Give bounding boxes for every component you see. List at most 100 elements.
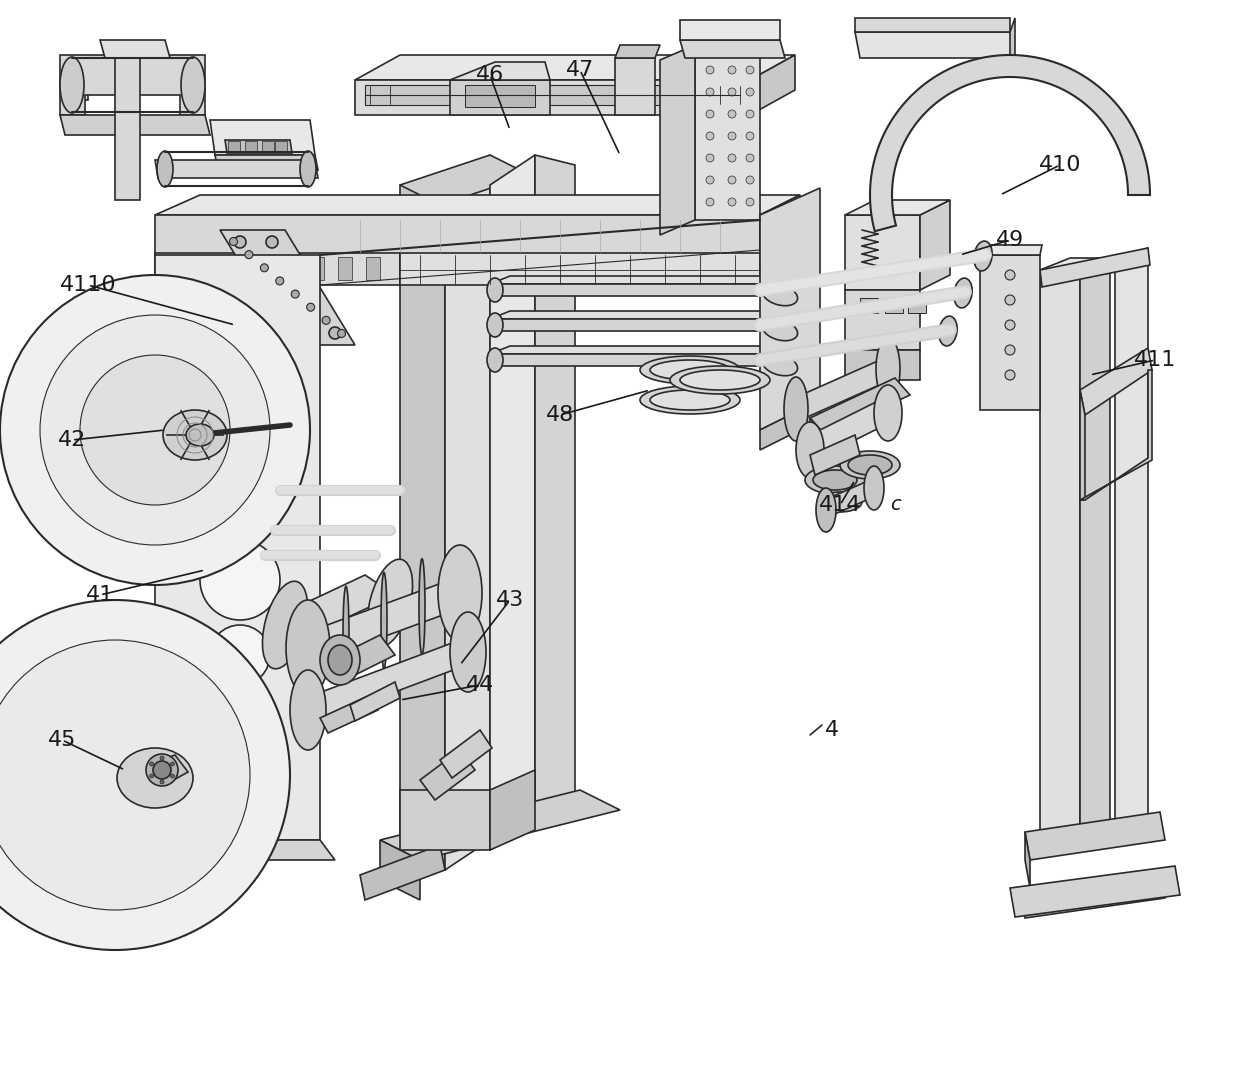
Polygon shape — [615, 45, 660, 58]
Ellipse shape — [763, 354, 797, 376]
Circle shape — [260, 430, 280, 450]
Polygon shape — [1040, 248, 1149, 287]
Circle shape — [746, 176, 754, 184]
Polygon shape — [844, 290, 920, 350]
Circle shape — [1004, 345, 1016, 355]
Ellipse shape — [939, 316, 957, 346]
Circle shape — [746, 110, 754, 118]
Circle shape — [40, 315, 270, 545]
Circle shape — [160, 780, 164, 784]
Bar — [908, 297, 926, 313]
Bar — [885, 297, 903, 313]
Polygon shape — [490, 346, 780, 354]
Ellipse shape — [768, 344, 782, 368]
Circle shape — [200, 540, 280, 620]
Polygon shape — [155, 255, 320, 840]
Polygon shape — [1011, 18, 1016, 58]
Circle shape — [1004, 270, 1016, 280]
Ellipse shape — [680, 371, 760, 390]
Polygon shape — [980, 255, 1040, 410]
Polygon shape — [1080, 390, 1085, 500]
Circle shape — [153, 761, 171, 779]
Ellipse shape — [450, 612, 486, 692]
Circle shape — [728, 198, 737, 206]
Bar — [275, 141, 286, 151]
Circle shape — [260, 340, 280, 360]
Polygon shape — [219, 230, 355, 345]
Ellipse shape — [487, 348, 503, 372]
Circle shape — [170, 774, 175, 778]
Circle shape — [728, 176, 737, 184]
Text: 42: 42 — [58, 430, 86, 450]
Polygon shape — [401, 253, 760, 285]
Polygon shape — [148, 755, 188, 782]
Polygon shape — [210, 120, 315, 155]
Circle shape — [706, 176, 714, 184]
Polygon shape — [870, 55, 1149, 231]
Polygon shape — [1025, 868, 1166, 918]
Polygon shape — [420, 750, 475, 800]
Circle shape — [160, 756, 164, 760]
Polygon shape — [82, 66, 179, 85]
Ellipse shape — [640, 355, 740, 384]
Polygon shape — [355, 79, 750, 115]
Bar — [246, 141, 257, 151]
Ellipse shape — [162, 410, 227, 460]
Polygon shape — [490, 276, 780, 284]
Polygon shape — [980, 245, 1042, 255]
Ellipse shape — [813, 470, 857, 490]
Ellipse shape — [181, 57, 205, 113]
Polygon shape — [60, 115, 210, 135]
Circle shape — [146, 754, 179, 786]
Ellipse shape — [768, 274, 782, 297]
Polygon shape — [750, 55, 795, 115]
Circle shape — [1004, 295, 1016, 305]
Circle shape — [304, 326, 316, 339]
Circle shape — [306, 303, 315, 311]
Ellipse shape — [670, 366, 770, 394]
Text: 411: 411 — [1133, 350, 1177, 371]
Polygon shape — [490, 354, 760, 366]
Circle shape — [322, 317, 330, 324]
Text: 43: 43 — [496, 590, 525, 610]
Text: 410: 410 — [1039, 155, 1081, 175]
Circle shape — [728, 66, 737, 74]
Ellipse shape — [864, 466, 884, 510]
Text: c: c — [890, 495, 900, 514]
Polygon shape — [844, 350, 920, 380]
Polygon shape — [680, 20, 780, 40]
Polygon shape — [155, 840, 335, 860]
Ellipse shape — [438, 545, 482, 641]
Circle shape — [746, 154, 754, 162]
Polygon shape — [1080, 371, 1152, 500]
Polygon shape — [450, 79, 551, 115]
Circle shape — [728, 88, 737, 96]
Circle shape — [0, 640, 250, 910]
Polygon shape — [401, 185, 445, 870]
Polygon shape — [920, 200, 950, 290]
Circle shape — [706, 154, 714, 162]
Polygon shape — [226, 257, 241, 280]
Polygon shape — [155, 195, 800, 215]
Circle shape — [706, 66, 714, 74]
Polygon shape — [680, 40, 785, 58]
Polygon shape — [856, 18, 1011, 32]
Polygon shape — [1040, 258, 1110, 270]
Ellipse shape — [763, 319, 797, 340]
Bar — [262, 141, 274, 151]
Ellipse shape — [487, 313, 503, 337]
Circle shape — [246, 250, 253, 259]
Ellipse shape — [300, 151, 316, 187]
Polygon shape — [694, 45, 760, 220]
Polygon shape — [490, 284, 760, 296]
Bar — [861, 297, 878, 313]
Polygon shape — [365, 85, 740, 105]
Circle shape — [275, 277, 284, 285]
Ellipse shape — [816, 488, 836, 532]
Circle shape — [746, 88, 754, 96]
Circle shape — [337, 330, 346, 337]
Ellipse shape — [973, 241, 992, 271]
Polygon shape — [490, 319, 760, 331]
Polygon shape — [445, 155, 490, 870]
Ellipse shape — [763, 285, 797, 306]
